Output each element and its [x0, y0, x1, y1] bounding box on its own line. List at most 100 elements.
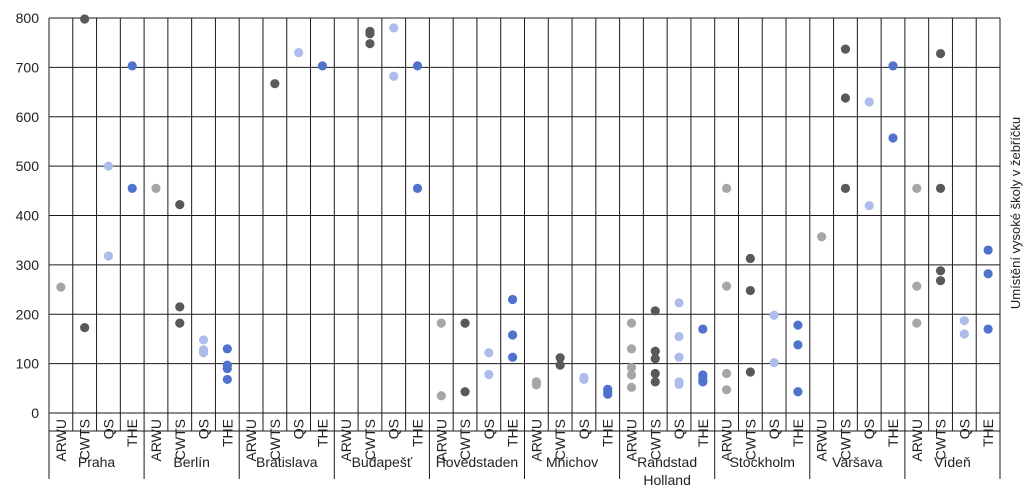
data-point-qs: [389, 23, 399, 33]
data-point-the: [888, 133, 898, 143]
y-tick-label: 500: [16, 158, 40, 174]
data-point-qs: [769, 358, 779, 368]
data-point-cwts: [745, 253, 755, 264]
x-tick-label-city: Holland: [643, 472, 690, 488]
x-tick-label-city: Praha: [78, 454, 116, 470]
data-point-arwu: [626, 318, 637, 328]
data-point-qs: [294, 47, 304, 58]
x-axis-tick-labels: ARWU CWTS QS THE Praha ARWU CWTS QS THE Berlín ARW…: [53, 419, 996, 488]
data-point-the: [888, 61, 898, 71]
x-tick-label-ranking: QS: [956, 419, 972, 439]
x-tick-label-ranking: THE: [790, 419, 806, 447]
x-tick-label-ranking: CWTS: [172, 419, 188, 460]
x-tick-label-ranking: QS: [861, 419, 877, 439]
data-point-arwu: [626, 382, 637, 392]
y-tick-label: 700: [16, 59, 40, 75]
x-tick-label-ranking: THE: [410, 419, 426, 447]
data-point-cwts: [745, 285, 755, 296]
data-point-arwu: [56, 282, 66, 292]
data-point-qs: [103, 161, 114, 171]
data-point-cwts: [365, 29, 375, 39]
x-tick-label-ranking: CWTS: [457, 419, 473, 460]
y-tick-label: 200: [16, 306, 40, 322]
data-point-cwts: [935, 266, 946, 276]
data-point-arwu: [436, 391, 446, 401]
x-tick-label-ranking: CWTS: [552, 419, 568, 460]
data-point-qs: [674, 331, 684, 342]
x-tick-label-ranking: ARWU: [814, 419, 830, 462]
x-tick-label-ranking: ARWU: [338, 419, 354, 462]
data-point-cwts: [175, 318, 185, 328]
data-point-the: [698, 377, 708, 387]
data-point-cwts: [650, 346, 660, 356]
data-point-the: [222, 344, 232, 354]
x-tick-label-ranking: QS: [196, 419, 212, 439]
data-point-the: [603, 389, 613, 399]
x-tick-label-ranking: CWTS: [362, 419, 378, 460]
x-tick-label-ranking: QS: [576, 419, 592, 439]
x-tick-label-ranking: THE: [124, 419, 140, 447]
data-point-the: [508, 330, 518, 340]
y-tick-label: 100: [16, 356, 40, 372]
data-point-cwts: [840, 93, 851, 103]
y-tick-label: 600: [16, 109, 40, 125]
data-point-arwu: [151, 183, 161, 193]
x-tick-label-city: Mnichov: [546, 454, 598, 470]
data-point-cwts: [840, 183, 851, 193]
x-tick-label-ranking: THE: [885, 419, 901, 447]
y-axis-label: Umístění vysoké školy v žebříčku: [1008, 117, 1023, 309]
x-tick-label-ranking: ARWU: [528, 419, 544, 462]
x-tick-label-ranking: CWTS: [933, 419, 949, 460]
data-point-the: [508, 352, 518, 362]
data-point-arwu: [721, 385, 732, 395]
data-point-cwts: [840, 44, 851, 54]
data-point-qs: [198, 335, 209, 345]
data-point-cwts: [365, 39, 375, 49]
x-tick-label-ranking: CWTS: [647, 419, 663, 460]
data-point-the: [222, 363, 232, 374]
data-point-qs: [103, 251, 114, 261]
x-tick-label-ranking: ARWU: [719, 419, 735, 462]
data-point-cwts: [80, 322, 90, 333]
x-tick-label-ranking: QS: [100, 419, 116, 439]
x-tick-label-ranking: QS: [671, 419, 687, 439]
x-tick-label-city: Varšava: [832, 454, 883, 470]
x-tick-label-ranking: CWTS: [837, 419, 853, 460]
data-point-the: [317, 61, 328, 71]
data-point-the: [127, 183, 137, 193]
y-tick-label: 400: [16, 208, 40, 224]
data-point-qs: [959, 329, 969, 339]
data-point-the: [412, 183, 423, 193]
x-tick-label-ranking: QS: [481, 419, 497, 439]
x-tick-label-ranking: ARWU: [623, 419, 639, 462]
data-point-arwu: [912, 183, 922, 193]
data-point-arwu: [721, 183, 732, 193]
data-point-arwu: [817, 232, 827, 242]
data-point-qs: [864, 97, 874, 107]
data-point-the: [508, 294, 518, 305]
data-point-qs: [674, 298, 684, 308]
x-tick-label-ranking: THE: [505, 419, 521, 447]
y-tick-label: 300: [16, 257, 40, 273]
x-tick-label-ranking: ARWU: [909, 419, 925, 462]
data-point-the: [983, 269, 993, 279]
data-point-arwu: [531, 380, 541, 390]
data-point-arwu: [721, 281, 732, 291]
x-tick-label-ranking: THE: [600, 419, 616, 447]
data-point-cwts: [80, 14, 90, 24]
data-point-qs: [674, 352, 684, 362]
data-point-cwts: [175, 302, 185, 312]
x-tick-label-ranking: THE: [695, 419, 711, 447]
data-point-the: [698, 324, 708, 334]
x-tick-label-ranking: THE: [314, 419, 330, 447]
x-tick-label-city: Stockholm: [730, 454, 795, 470]
data-point-cwts: [650, 354, 660, 364]
y-tick-label: 0: [31, 405, 39, 421]
data-point-the: [983, 245, 993, 255]
x-tick-label-ranking: QS: [766, 419, 782, 439]
data-point-cwts: [745, 367, 755, 377]
data-point-the: [983, 324, 993, 334]
x-tick-label-ranking: ARWU: [53, 419, 69, 462]
data-point-qs: [959, 316, 969, 326]
